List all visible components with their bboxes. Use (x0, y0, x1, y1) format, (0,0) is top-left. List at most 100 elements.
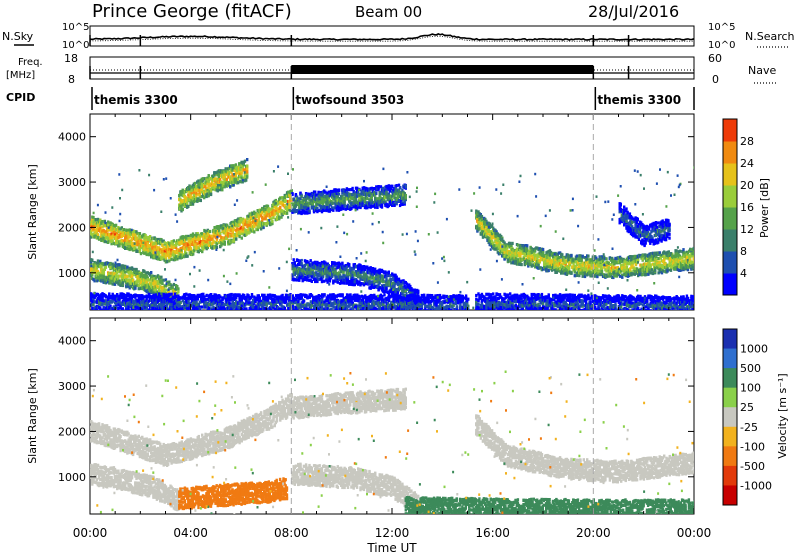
power-cell (159, 311, 161, 314)
power-cell (178, 242, 181, 247)
power-cell (91, 258, 94, 262)
power-cell (187, 313, 189, 316)
power-cell (192, 193, 196, 197)
power-cell (376, 205, 379, 209)
power-cell (244, 218, 247, 222)
power-cell (298, 278, 301, 282)
power-cell (316, 208, 319, 213)
power-cell (270, 217, 273, 221)
power-cell (377, 288, 380, 292)
power-cell (107, 297, 110, 302)
power-cell (156, 300, 160, 304)
power-cell (227, 166, 231, 170)
power-cell (337, 188, 341, 192)
power-cell (253, 223, 256, 227)
power-cell (274, 206, 277, 211)
power-cell (372, 187, 376, 191)
power-cell (102, 271, 105, 275)
power-cell (130, 274, 134, 278)
power-cell (324, 261, 327, 265)
power-cell (117, 274, 120, 278)
power-cell (332, 281, 335, 285)
power-cell (198, 236, 202, 240)
power-cell (209, 192, 213, 197)
power-cell (190, 296, 194, 300)
power-cell (237, 181, 240, 185)
power-cell (387, 194, 390, 198)
power-cell (247, 214, 250, 218)
power-cell (109, 311, 111, 314)
power-cell (210, 180, 214, 184)
power-cell (101, 278, 104, 283)
power-cell (331, 274, 334, 278)
power-cell (293, 261, 296, 265)
power-cell (150, 271, 153, 275)
power-cell (235, 235, 238, 240)
power-cell (230, 234, 233, 238)
power-cell (134, 233, 137, 237)
power-cell (90, 230, 93, 234)
power-cell (118, 279, 121, 283)
power-cell (375, 191, 378, 195)
power-cell (91, 273, 94, 277)
power-cell (142, 297, 145, 301)
power-cell (267, 207, 271, 211)
power-cell (224, 167, 227, 171)
power-cell (138, 312, 140, 315)
power-cell (174, 299, 178, 303)
power-cell (321, 263, 325, 267)
power-cell (321, 193, 325, 197)
power-cell (304, 199, 308, 203)
power-cell (348, 188, 351, 192)
power-cell (232, 166, 235, 170)
power-cell (136, 283, 139, 287)
power-cell (191, 301, 195, 305)
power-cell (193, 188, 197, 192)
freq-label-1: Freq. (18, 57, 43, 68)
power-cell (180, 250, 183, 254)
power-cell (246, 175, 249, 179)
power-cell (207, 180, 210, 184)
power-cell (304, 196, 308, 201)
power-cell (121, 281, 125, 285)
power-cell (96, 235, 100, 240)
power-cell (312, 277, 316, 281)
power-cell (143, 251, 146, 255)
nsearch-tick-high: 10^5 (708, 22, 735, 33)
power-cell (381, 192, 385, 196)
power-cell (197, 182, 200, 186)
power-cell (251, 228, 255, 232)
power-cell (208, 241, 212, 245)
power-cell (117, 306, 120, 310)
power-cell (128, 234, 131, 238)
power-cell (338, 262, 342, 266)
power-cell (178, 251, 181, 255)
power-cell (92, 222, 95, 226)
power-cell (352, 267, 355, 271)
power-cell (213, 226, 216, 230)
power-cell (315, 193, 318, 197)
power-cell (310, 279, 313, 283)
power-cell (397, 277, 401, 281)
power-cell (246, 170, 249, 174)
power-cell (205, 180, 208, 184)
power-cell (191, 202, 195, 206)
power-cell (232, 174, 235, 178)
power-cell (221, 242, 224, 246)
power-cell (316, 275, 319, 279)
power-cell (134, 295, 137, 299)
power-cell (318, 261, 321, 266)
power-cell (133, 311, 135, 314)
power-cell (361, 268, 364, 272)
power-cell (388, 289, 392, 293)
nsearch-label: N.Search (745, 30, 795, 43)
power-cell (174, 305, 178, 309)
power-cell (191, 249, 195, 253)
power-cell (341, 268, 344, 272)
power-cell (165, 260, 169, 264)
power-cell (104, 275, 108, 279)
power-cell (178, 311, 180, 314)
power-cell (177, 313, 179, 316)
power-cell (116, 293, 119, 297)
power-cell (333, 206, 336, 210)
